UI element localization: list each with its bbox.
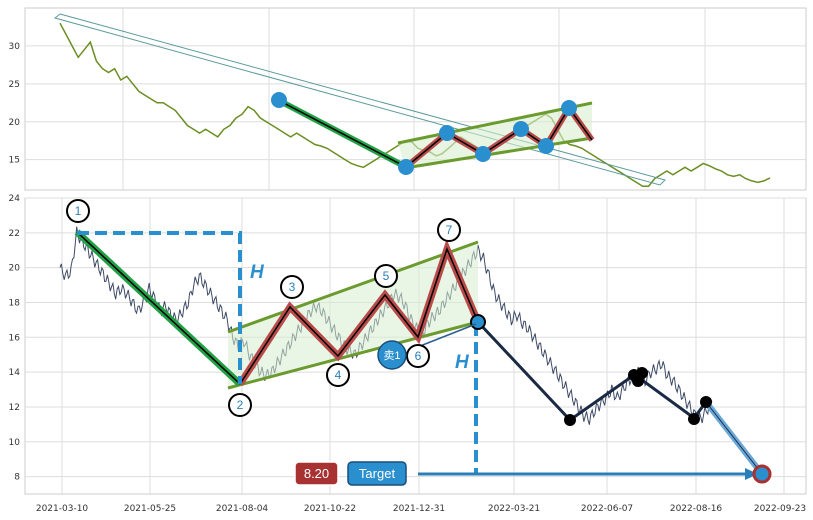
svg-text:6: 6 — [415, 349, 422, 363]
svg-text:5: 5 — [383, 269, 390, 283]
main-x-tick-label: 2022-06-07 — [581, 504, 633, 514]
overview-pivot — [513, 121, 529, 137]
overview-pivot — [538, 138, 554, 154]
svg-text:2: 2 — [237, 398, 244, 412]
pivot-label-2: 2 — [228, 393, 252, 417]
main-y-tick-label: 12 — [9, 403, 20, 413]
overview-pivot — [398, 159, 414, 175]
main-x-tick-label: 2022-03-21 — [488, 504, 540, 514]
svg-text:4: 4 — [335, 368, 342, 382]
target-point — [752, 464, 772, 484]
overview-pivot — [475, 146, 491, 162]
overview-down-leg-core — [277, 99, 407, 168]
main-x-tick-label: 2021-05-25 — [124, 504, 176, 514]
target-badge: Target — [347, 461, 407, 486]
pivot-label-5: 5 — [374, 264, 398, 288]
main-y-tick-label: 8 — [14, 473, 20, 483]
pivot-dot — [688, 413, 700, 425]
zigzag-core — [239, 246, 479, 385]
height-projection-upper — [77, 231, 242, 384]
pivot-label-4: 4 — [326, 363, 350, 387]
down-leg-core — [76, 231, 241, 385]
overview-y-tick-label: 20 — [9, 118, 21, 128]
overview-y-ticks: 15 20 25 30 — [9, 42, 21, 166]
price-badge: 8.20 — [294, 461, 339, 486]
height-label-upper: H — [250, 262, 265, 283]
target-projection-core — [705, 401, 763, 475]
overview-y-tick-label: 15 — [9, 156, 20, 166]
overview-channel-top — [397, 101, 593, 145]
svg-text:7: 7 — [446, 223, 453, 237]
overview-y-tick-label: 25 — [9, 80, 20, 90]
main-y-tick-label: 22 — [9, 229, 20, 239]
svg-text:1: 1 — [75, 204, 82, 218]
overview-pivot — [561, 100, 577, 116]
main-x-tick-label: 2021-12-31 — [393, 504, 445, 514]
main-y-tick-label: 18 — [9, 298, 21, 308]
pivot-label-6: 6 — [406, 344, 430, 368]
main-y-tick-label: 16 — [9, 333, 21, 343]
pivot-dot — [564, 414, 576, 426]
main-x-tick-label: 2022-08-16 — [670, 504, 723, 514]
main-y-ticks: 8 10 12 14 16 18 20 22 24 — [9, 194, 21, 483]
channel-bottom-line — [227, 320, 479, 390]
overview-pivot — [439, 125, 455, 141]
channel-top-line — [227, 240, 479, 334]
main-x-tick-label: 2021-08-04 — [216, 504, 269, 514]
target-arrow-head — [745, 468, 758, 480]
main-x-tick-label: 2022-09-23 — [754, 504, 806, 514]
svg-text:Target: Target — [359, 466, 396, 481]
pivot-label-1: 1 — [66, 199, 90, 223]
overview-pivot — [271, 92, 287, 108]
main-x-tick-label: 2021-10-22 — [304, 504, 356, 514]
overview-channel-fill — [398, 103, 592, 168]
main-y-tick-label: 14 — [9, 368, 21, 378]
pivot-label-3: 3 — [280, 275, 304, 299]
overview-channel-bottom — [404, 136, 593, 170]
height-label-lower: H — [455, 352, 470, 373]
sell-signal-badge: 卖1 — [377, 340, 407, 370]
main-x-ticks: 2021-03-10 2021-05-25 2021-08-04 2021-10-22… — [36, 504, 806, 514]
main-y-tick-label: 20 — [9, 264, 21, 274]
pivot-dot — [700, 396, 712, 408]
breakout-point — [470, 314, 486, 330]
pivot-label-7: 7 — [437, 218, 461, 242]
overview-y-tick-label: 30 — [9, 42, 21, 52]
pivot-dot — [632, 375, 644, 387]
svg-text:3: 3 — [289, 280, 296, 294]
main-x-tick-label: 2021-03-10 — [36, 504, 89, 514]
overview-trend-arrow — [53, 13, 666, 186]
main-y-tick-label: 10 — [9, 438, 21, 448]
main-y-tick-label: 24 — [9, 194, 21, 204]
svg-text:卖1: 卖1 — [383, 349, 400, 362]
channel-fill — [228, 242, 478, 388]
svg-text:8.20: 8.20 — [304, 466, 329, 481]
